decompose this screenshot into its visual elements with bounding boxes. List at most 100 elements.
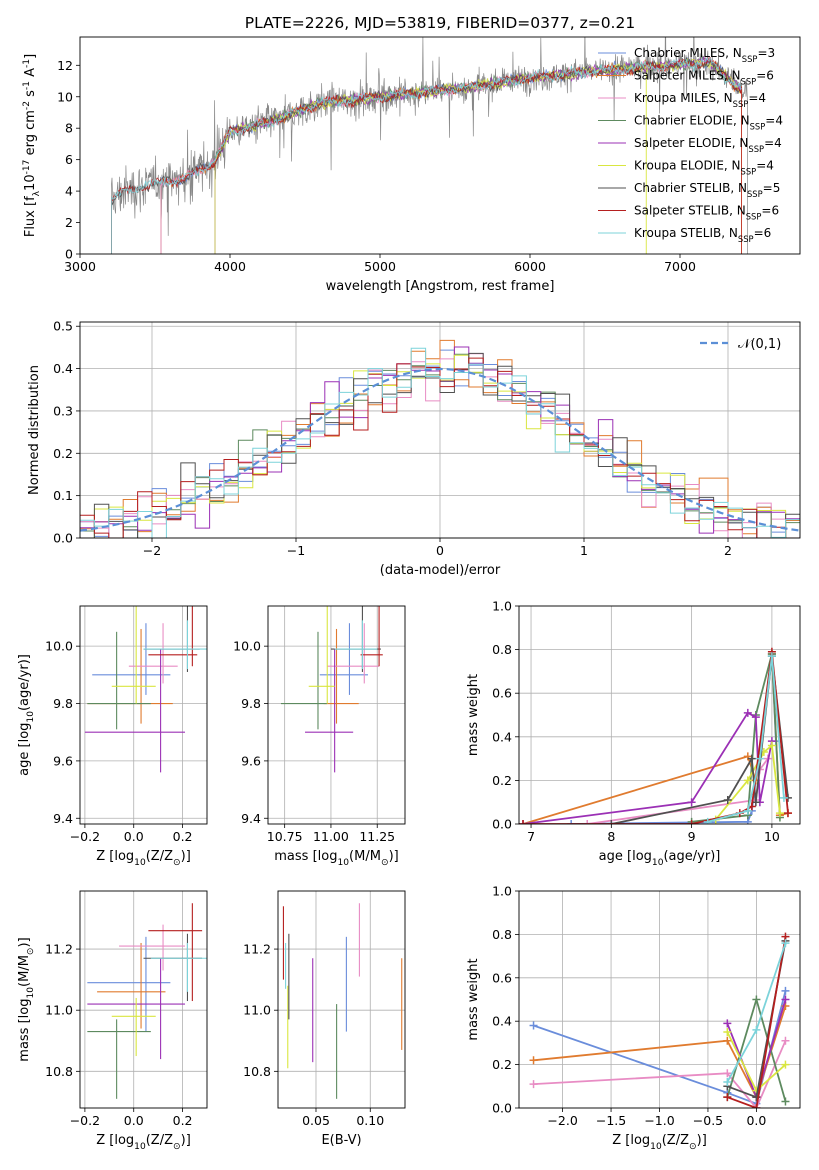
y-tick-label: 11.0 — [45, 1003, 73, 1018]
x-axis-label: Z [log10(Z/Z⊙)] — [96, 849, 191, 868]
x-tick-label: 11.00 — [313, 829, 349, 844]
model-kroupa-stelib — [111, 57, 742, 254]
x-tick-label: 9 — [688, 829, 696, 844]
weight-marker — [529, 1056, 538, 1065]
axes-frame — [267, 605, 406, 825]
weight-marker — [781, 995, 790, 1004]
y-tick-label: 9.4 — [241, 811, 261, 826]
y-tick-label: 11.2 — [45, 942, 73, 957]
weight-marker — [743, 776, 752, 785]
y-tick-label: 0.3 — [53, 403, 73, 418]
gaussian-curve — [80, 367, 800, 532]
errorbar-salpeter-elodie — [305, 649, 354, 773]
y-tick-label: 0.2 — [492, 1057, 512, 1072]
weight-marker — [747, 754, 756, 763]
x-axis-label: mass [log10(M/M⊙)] — [274, 849, 398, 868]
weight-marker — [781, 1060, 790, 1069]
axes-frame — [518, 605, 801, 825]
weight-marker — [783, 809, 792, 818]
weights-salpeter-stelib — [723, 932, 790, 1108]
weight-line — [571, 653, 777, 824]
histogram-chabrier-stelib — [80, 352, 800, 538]
panel-age-vs-mass: 10.75 11.00 11.25 9.4 9.6 9.8 10.0 mass [log10(… — [233, 605, 406, 868]
y-tick-label: 8 — [65, 121, 73, 136]
y-axis-label: Flux [fλ10-17 erg cm-2 s-1 A-1] — [22, 54, 42, 237]
y-tick-label: 9.6 — [241, 753, 261, 768]
x-tick-label: 6000 — [514, 259, 546, 274]
errorbar-salpeter-elodie — [84, 649, 186, 773]
legend-label: Chabrier ELODIE, NSSP=4 — [634, 114, 783, 132]
y-tick-label: 0.0 — [492, 1101, 512, 1116]
weights-salpeter-elodie — [519, 708, 776, 824]
x-tick-label: 1 — [580, 543, 588, 558]
plot-area — [87, 903, 207, 1099]
weights-chabrier-stelib — [607, 652, 792, 824]
legend-label: Chabrier STELIB, NSSP=5 — [634, 181, 780, 199]
errorbar-kroupa-miles — [128, 623, 178, 684]
weights-kroupa-stelib — [723, 939, 790, 1086]
errorbar-chabrier-elodie — [87, 631, 151, 730]
legend-label: Salpeter MILES, NSSP=6 — [634, 69, 774, 87]
axes-frame — [79, 890, 208, 1109]
y-tick-label: 0.4 — [53, 361, 73, 376]
errorbar-kroupa-elodie — [111, 606, 156, 704]
x-tick-label: −1.5 — [596, 1113, 626, 1128]
weight-marker — [751, 713, 760, 722]
x-tick-label: 0.10 — [356, 1113, 384, 1128]
x-tick-label: 5000 — [364, 259, 396, 274]
panel-mass-vs-z: −0.2 0.0 0.2 10.8 11.0 11.2 Z [log10(Z/Z⊙)] mas… — [17, 890, 208, 1152]
y-tick-label: 0.4 — [492, 729, 512, 744]
errorbar-salpeter-miles — [323, 628, 359, 724]
legend-label: Kroupa ELODIE, NSSP=4 — [634, 159, 774, 177]
weight-marker — [529, 1021, 538, 1030]
weight-marker — [567, 820, 576, 824]
panel-weight-vs-age: 7 8 9 10 0.0 0.2 0.4 0.6 0.8 1.0 age [log10(age/yr… — [466, 599, 801, 868]
histogram-kroupa-stelib — [80, 347, 800, 538]
weight-line — [533, 1040, 787, 1108]
errorbar-kroupa-miles — [119, 924, 186, 971]
x-tick-label: 11.25 — [359, 829, 395, 844]
y-tick-label: 0.1 — [53, 488, 73, 503]
y-tick-label: 10.0 — [45, 639, 73, 654]
x-axis-label: age [log10(age/yr)] — [599, 849, 721, 868]
x-tick-label: 0.2 — [173, 1113, 193, 1128]
y-tick-label: 0.2 — [53, 446, 73, 461]
legend: 𝒩(0,1) — [700, 337, 781, 352]
x-tick-label: 0.0 — [124, 829, 144, 844]
y-tick-label: 9.4 — [53, 811, 73, 826]
weight-marker — [743, 708, 752, 717]
errorbar-kroupa-stelib — [334, 620, 378, 670]
weight-marker — [519, 820, 528, 824]
panel-spectrum: 3000 4000 5000 6000 7000 0 2 4 6 8 10 12 wavelength … — [22, 36, 801, 294]
legend-label: Kroupa MILES, NSSP=4 — [634, 91, 766, 109]
errorbar-salpeter-miles — [87, 628, 173, 724]
weight-marker — [723, 1077, 732, 1086]
y-tick-label: 10.8 — [45, 1064, 73, 1079]
y-tick-label: 9.6 — [53, 753, 73, 768]
x-tick-label: −0.2 — [70, 829, 100, 844]
weight-marker — [723, 1069, 732, 1078]
errorbar-kroupa-stelib — [150, 942, 207, 992]
y-axis-label: mass weight — [466, 958, 481, 1040]
x-tick-label: −1 — [287, 543, 305, 558]
y-tick-label: 0.6 — [492, 970, 512, 985]
y-tick-label: 9.8 — [53, 696, 73, 711]
y-tick-label: 0.0 — [53, 531, 73, 546]
x-axis-label: Z [log10(Z/Z⊙)] — [612, 1133, 707, 1152]
weight-marker — [723, 796, 732, 805]
panel-weight-vs-z: −2.0 −1.5 −1.0 −0.5 0.0 0.0 0.2 0.4 0.6 0.8 1.0 Z [… — [466, 884, 801, 1152]
y-tick-label: 0.8 — [492, 927, 512, 942]
x-axis-label: (data-model)/error — [380, 563, 501, 578]
legend-label: Chabrier MILES, NSSP=3 — [634, 46, 775, 64]
y-tick-label: 1.0 — [492, 599, 512, 614]
histogram-kroupa-elodie — [80, 354, 800, 538]
x-tick-label: −0.2 — [70, 1113, 100, 1128]
errorbar-chabrier-stelib — [330, 606, 381, 672]
legend-label: Salpeter STELIB, NSSP=6 — [634, 204, 779, 222]
x-axis-label: E(B-V) — [321, 1133, 361, 1148]
axes-frame — [277, 890, 406, 1109]
errorbar-salpeter-stelib — [148, 606, 198, 667]
legend-label: Salpeter ELODIE, NSSP=4 — [634, 136, 782, 154]
errorbar-chabrier-elodie — [280, 631, 328, 730]
